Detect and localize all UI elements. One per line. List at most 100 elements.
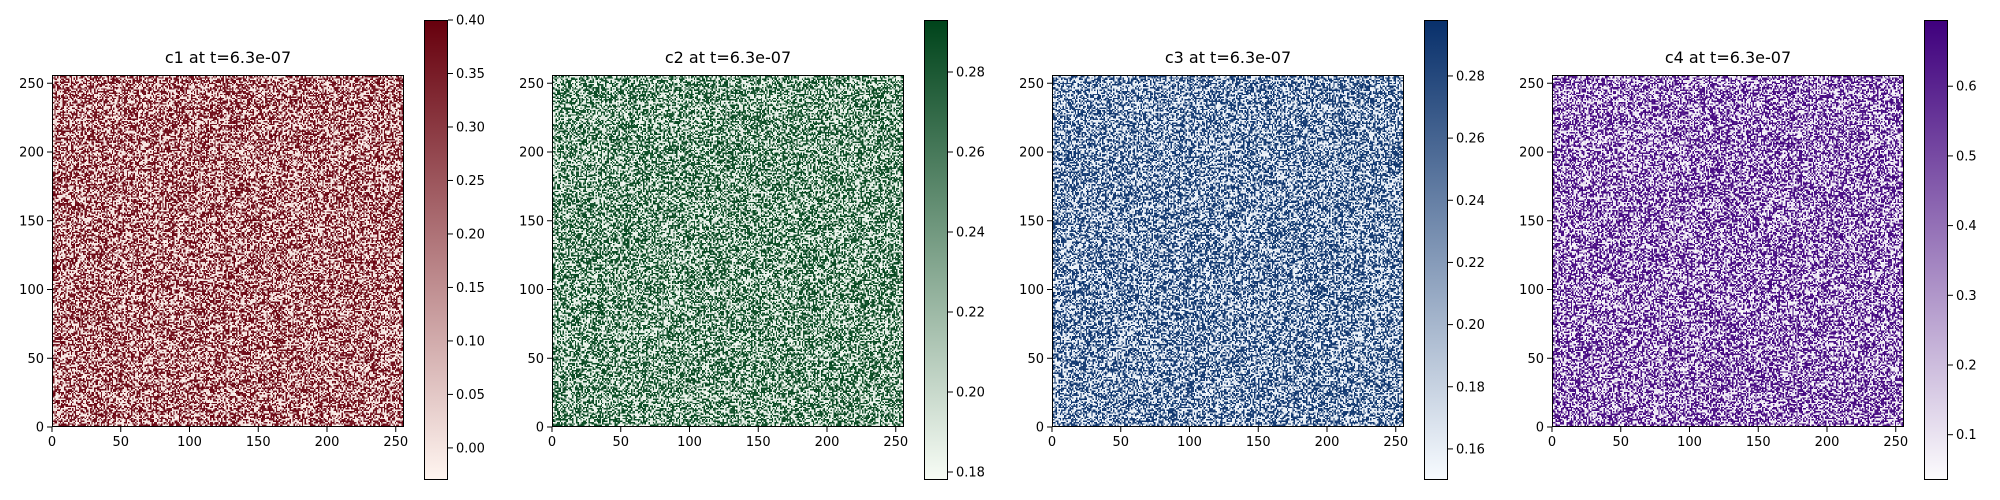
colorbar-tick-label: 0.4 (1956, 219, 1977, 234)
x-tick-label: 100 (177, 435, 202, 450)
y-tick-label: 100 (19, 283, 44, 298)
heatmap-c4 (1552, 75, 1904, 427)
colorbar-tick-label: 0.28 (956, 66, 985, 81)
colorbar-tick-label: 0.6 (1956, 80, 1977, 95)
plot-title-c2: c2 at t=6.3e-07 (664, 48, 792, 67)
panel-c4: c4 at t=6.3e-07 0 50 100 150 200 250 0 50 100 150… (1500, 0, 2000, 500)
colorbar-tick-label: 0.00 (456, 441, 485, 456)
axes-c4: 0 50 100 150 200 250 0 50 100 150 200 250 0.1 0.2 0.3 0… (1519, 77, 1977, 450)
x-tick-label: 200 (1815, 435, 1840, 450)
axes-c3: 0 50 100 150 200 250 0 50 100 150 200 250 0.16 0.18 0.… (1019, 69, 1485, 457)
y-tick-label: 0 (536, 421, 544, 436)
axes-c1: 0 50 100 150 200 250 0 50 100 150 200 250 0.00 0.05 0.… (19, 14, 485, 457)
colorbar-tick-label: 0.26 (1456, 132, 1485, 147)
x-tick-label: 50 (1112, 435, 1129, 450)
y-tick-label: 0 (1036, 421, 1044, 436)
y-tick-label: 250 (1019, 77, 1044, 92)
colorbar-tick-label: 0.35 (456, 67, 485, 82)
y-tick-label: 150 (1019, 214, 1044, 229)
y-tick-label: 100 (519, 283, 544, 298)
colorbar-tick-label: 0.26 (956, 146, 985, 161)
x-tick-label: 100 (677, 435, 702, 450)
x-tick-label: 50 (612, 435, 629, 450)
x-tick-label: 150 (1746, 435, 1771, 450)
heatmap-c2 (552, 75, 904, 427)
heatmap-c3 (1052, 75, 1404, 427)
colorbar-tick-label: 0.18 (956, 466, 985, 481)
panel-c2: c2 at t=6.3e-07 0 50 100 150 200 250 0 50 100 150… (500, 0, 1000, 500)
panel-c1: c1 at t=6.3e-07 0 50 100 150 200 250 0 50 100 150… (0, 0, 500, 500)
colorbar-tick-label: 0.22 (956, 306, 985, 321)
y-tick-label: 150 (519, 214, 544, 229)
colorbar-tick-label: 0.20 (956, 386, 985, 401)
heatmap-canvas-c1 (53, 76, 403, 426)
plot-title-c4: c4 at t=6.3e-07 (1664, 48, 1792, 67)
y-tick-label: 250 (19, 77, 44, 92)
heatmap-canvas-c4 (1553, 76, 1903, 426)
colorbar-tick-label: 0.30 (456, 120, 485, 135)
colorbar-tick-label: 0.40 (456, 14, 485, 29)
colorbar-tick-label: 0.24 (1456, 194, 1485, 209)
x-tick-label: 250 (1383, 435, 1408, 450)
colorbar-tick-label: 0.05 (456, 388, 485, 403)
x-tick-label: 100 (1177, 435, 1202, 450)
colorbar-tick-label: 0.22 (1456, 256, 1485, 271)
x-tick-label: 0 (548, 435, 556, 450)
y-tick-label: 200 (19, 146, 44, 161)
x-tick-label: 150 (246, 435, 271, 450)
y-tick-label: 100 (1519, 283, 1544, 298)
y-tick-label: 50 (1027, 352, 1044, 367)
y-tick-label: 0 (1536, 421, 1544, 436)
y-tick-label: 150 (1519, 214, 1544, 229)
x-tick-label: 50 (112, 435, 129, 450)
x-tick-label: 250 (383, 435, 408, 450)
x-tick-label: 200 (1315, 435, 1340, 450)
x-tick-label: 250 (1883, 435, 1908, 450)
y-tick-label: 50 (1527, 352, 1544, 367)
y-tick-label: 250 (1519, 77, 1544, 92)
colorbar-tick-label: 0.3 (1956, 289, 1977, 304)
panel-c3: c3 at t=6.3e-07 0 50 100 150 200 250 0 50 100 150… (1000, 0, 1500, 500)
y-tick-label: 150 (19, 214, 44, 229)
plot-title-c1: c1 at t=6.3e-07 (164, 48, 292, 67)
colorbar-c2 (924, 20, 948, 480)
colorbar-tick-label: 0.1 (1956, 428, 1977, 443)
x-tick-label: 0 (1548, 435, 1556, 450)
colorbar-c1 (424, 20, 448, 480)
colorbar-tick-label: 0.5 (1956, 149, 1977, 164)
x-tick-label: 0 (1048, 435, 1056, 450)
x-tick-label: 100 (1677, 435, 1702, 450)
colorbar-tick-label: 0.18 (1456, 380, 1485, 395)
y-tick-label: 50 (527, 352, 544, 367)
y-tick-label: 250 (519, 77, 544, 92)
y-tick-label: 200 (1019, 146, 1044, 161)
colorbar-tick-label: 0.20 (1456, 318, 1485, 333)
y-tick-label: 50 (27, 352, 44, 367)
colorbar-tick-label: 0.20 (456, 227, 485, 242)
y-tick-label: 200 (1519, 146, 1544, 161)
heatmap-canvas-c2 (553, 76, 903, 426)
x-tick-label: 50 (1612, 435, 1629, 450)
axes-c2: 0 50 100 150 200 250 0 50 100 150 200 250 0.18 0.20 0.… (519, 66, 985, 481)
colorbar-tick-label: 0.24 (956, 226, 985, 241)
x-tick-label: 0 (48, 435, 56, 450)
colorbar-tick-label: 0.16 (1456, 442, 1485, 457)
y-tick-label: 100 (1019, 283, 1044, 298)
heatmap-c1 (52, 75, 404, 427)
x-tick-label: 150 (746, 435, 771, 450)
colorbar-c3 (1424, 20, 1448, 480)
colorbar-tick-label: 0.15 (456, 281, 485, 296)
colorbar-c4 (1924, 20, 1948, 480)
x-tick-label: 200 (315, 435, 340, 450)
colorbar-tick-label: 0.2 (1956, 359, 1977, 374)
plot-title-c3: c3 at t=6.3e-07 (1164, 48, 1292, 67)
colorbar-tick-label: 0.25 (456, 174, 485, 189)
y-tick-label: 0 (36, 421, 44, 436)
colorbar-tick-label: 0.28 (1456, 69, 1485, 84)
colorbar-tick-label: 0.10 (456, 334, 485, 349)
x-tick-label: 150 (1246, 435, 1271, 450)
heatmap-canvas-c3 (1053, 76, 1403, 426)
y-tick-label: 200 (519, 146, 544, 161)
x-tick-label: 250 (883, 435, 908, 450)
